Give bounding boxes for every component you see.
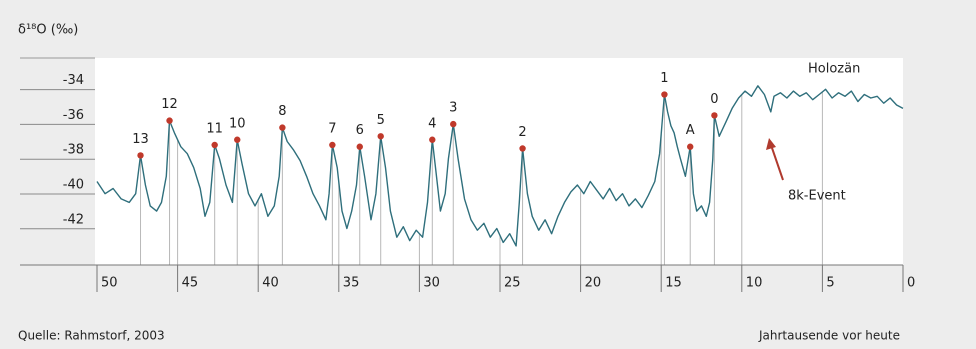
x-tick-label: 25: [504, 276, 521, 291]
event-label: 2: [518, 125, 526, 140]
x-tick-label: 0: [907, 276, 915, 291]
event-dot: [234, 136, 241, 143]
event-label: 6: [356, 123, 364, 138]
x-tick-label: 5: [826, 276, 834, 291]
event-dot: [137, 152, 144, 159]
y-tick-label: -42: [63, 212, 84, 227]
x-tick-label: 50: [101, 276, 118, 291]
event-label: 1: [660, 71, 668, 86]
source: Quelle: Rahmstorf, 2003: [18, 329, 165, 343]
x-tick-label: 20: [585, 276, 602, 291]
y-tick-label: -34: [63, 73, 84, 88]
event-arrow: [770, 144, 784, 181]
x-tick-label: 45: [182, 276, 199, 291]
x-tick-label: 10: [746, 276, 763, 291]
event-dot: [661, 91, 668, 98]
8k-event-label: 8k-Event: [788, 189, 846, 204]
event-label: 3: [449, 101, 457, 116]
y-tick-label: -40: [63, 177, 84, 192]
event-dot: [279, 124, 286, 131]
event-label: 4: [428, 116, 436, 131]
x-tick-label: 30: [423, 276, 440, 291]
event-dot: [329, 141, 336, 149]
event-dot: [450, 120, 457, 128]
event-label: 8: [278, 104, 286, 119]
event-label: 0: [710, 92, 718, 107]
event-dot: [377, 133, 384, 140]
plot-area: [95, 58, 903, 265]
event-dot: [211, 141, 218, 149]
y-tick-label: -36: [63, 108, 84, 123]
holocene-label: Holozän: [808, 62, 860, 77]
x-tick-label: 35: [343, 276, 360, 291]
y-axis-title: δ¹⁸O (‰): [18, 23, 78, 38]
event-label: 11: [206, 121, 223, 136]
x-tick-label: 15: [665, 276, 682, 291]
event-label: 7: [328, 121, 336, 136]
event-label: 10: [229, 116, 246, 131]
event-label: 12: [161, 97, 178, 112]
event-label: 13: [132, 132, 149, 147]
y-tick-label: -38: [63, 143, 84, 158]
event-label: 5: [377, 113, 385, 128]
x-tick-label: 40: [262, 276, 279, 291]
event-dot: [356, 143, 363, 150]
event-dot: [429, 136, 436, 143]
event-label: A: [686, 123, 695, 138]
event-dot: [687, 143, 694, 150]
event-dot: [519, 145, 526, 152]
event-dot: [711, 112, 718, 119]
arrow-head: [766, 138, 776, 150]
event-dot: [166, 117, 173, 124]
x-axis-title: Jahrtausende vor heute: [758, 329, 900, 343]
grid: [20, 89, 823, 265]
